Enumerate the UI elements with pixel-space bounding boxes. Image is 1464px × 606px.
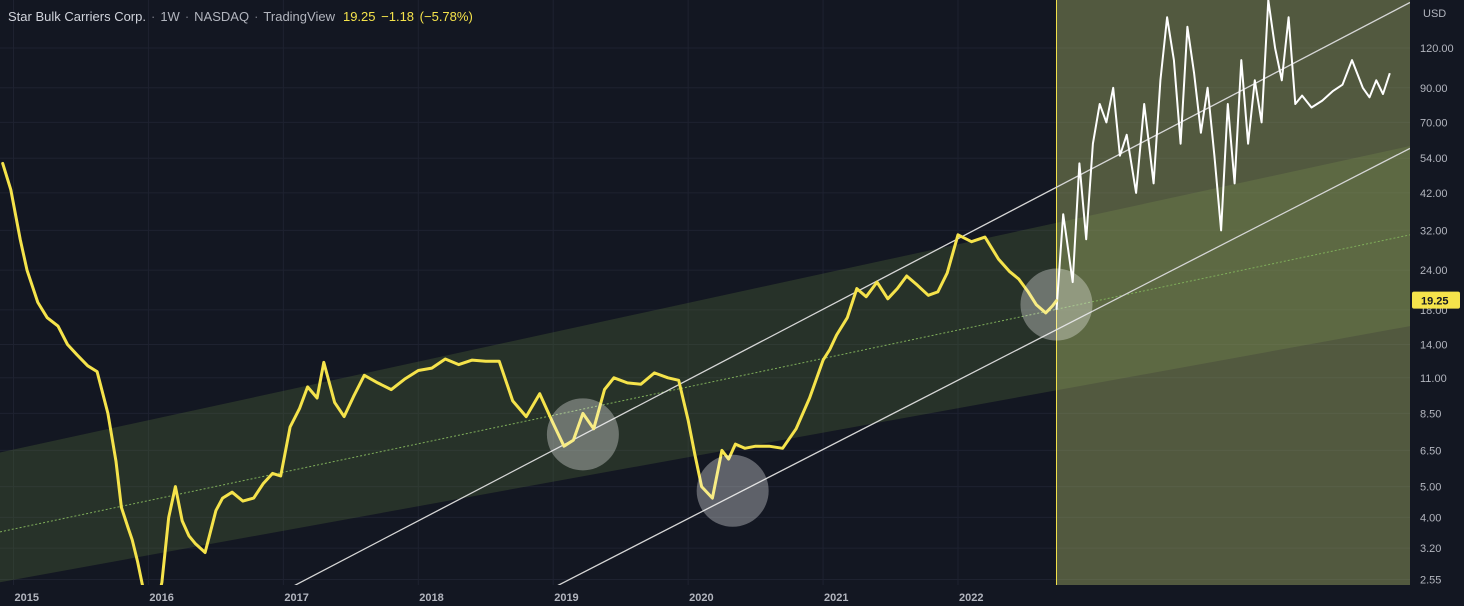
y-tick-label: 24.00 [1420, 265, 1448, 277]
y-tick-label: 3.20 [1420, 543, 1441, 555]
y-tick-label: 6.50 [1420, 445, 1441, 457]
upper-trendline [294, 1, 1410, 585]
x-axis-background [0, 585, 1410, 606]
price-series [1, 161, 1058, 585]
y-tick-label: 120.00 [1420, 43, 1454, 55]
y-tick-label: 90.00 [1420, 83, 1448, 95]
price-line [1, 161, 1058, 585]
source-label: TradingView [263, 9, 335, 24]
y-tick-label: 4.00 [1420, 512, 1441, 524]
projection-path [1055, 0, 1391, 310]
last-price-tag-label: 19.25 [1421, 296, 1449, 308]
y-tick-label: 8.50 [1420, 408, 1441, 420]
grid [0, 0, 1410, 585]
last-price-tag: 19.25 [1412, 291, 1460, 309]
y-axis-currency: USD [1423, 8, 1446, 20]
y-tick-label: 32.00 [1420, 225, 1448, 237]
interval-label[interactable]: 1W [160, 9, 180, 24]
y-tick-label: 14.00 [1420, 340, 1448, 352]
projected-price-line [1055, 0, 1391, 310]
last-price-tag-box [1412, 291, 1460, 309]
symbol-name[interactable]: Star Bulk Carriers Corp. [8, 9, 146, 24]
price-change: −1.18 [381, 9, 415, 24]
highlight-circle [696, 454, 769, 527]
highlight-circles [546, 268, 1093, 527]
x-axis[interactable]: 2015 2016 2017 2018 2019 2020 2021 2022 [0, 585, 1410, 606]
chart-header: Star Bulk Carriers Corp. · 1W · NASDAQ · Tradi… [8, 9, 473, 24]
x-tick-label: 2017 [284, 592, 308, 604]
regression-channel [0, 146, 1410, 583]
price-change-percent: (−5.78%) [419, 9, 473, 24]
header-separator: · [150, 9, 156, 24]
y-tick-label: 5.00 [1420, 482, 1441, 494]
y-tick-label: 54.00 [1420, 153, 1448, 165]
x-tick-label: 2022 [959, 592, 983, 604]
y-tick-label: 42.00 [1420, 188, 1448, 200]
header-separator: · [254, 9, 259, 24]
channel-band [0, 146, 1410, 583]
x-tick-label: 2020 [689, 592, 713, 604]
header-separator: · [184, 9, 190, 24]
exchange-label: NASDAQ [194, 9, 250, 24]
forecast-zone-rect [1056, 0, 1410, 585]
x-tick-label: 2019 [554, 592, 578, 604]
y-tick-label: 70.00 [1420, 117, 1448, 129]
forecast-zone [1055, 0, 1410, 585]
y-tick-label: 11.00 [1420, 373, 1447, 385]
y-tick-label: 2.55 [1420, 574, 1441, 586]
regression-midline [0, 234, 1410, 533]
highlight-circle [1020, 268, 1093, 341]
trend-lines [0, 1, 1410, 585]
x-tick-label: 2016 [149, 592, 173, 604]
x-tick-label: 2018 [419, 592, 443, 604]
x-tick-label: 2021 [824, 592, 848, 604]
lower-trendline [557, 147, 1410, 585]
last-price: 19.25 [342, 9, 376, 24]
highlight-circle [546, 398, 619, 471]
x-tick-label: 2015 [14, 592, 38, 604]
